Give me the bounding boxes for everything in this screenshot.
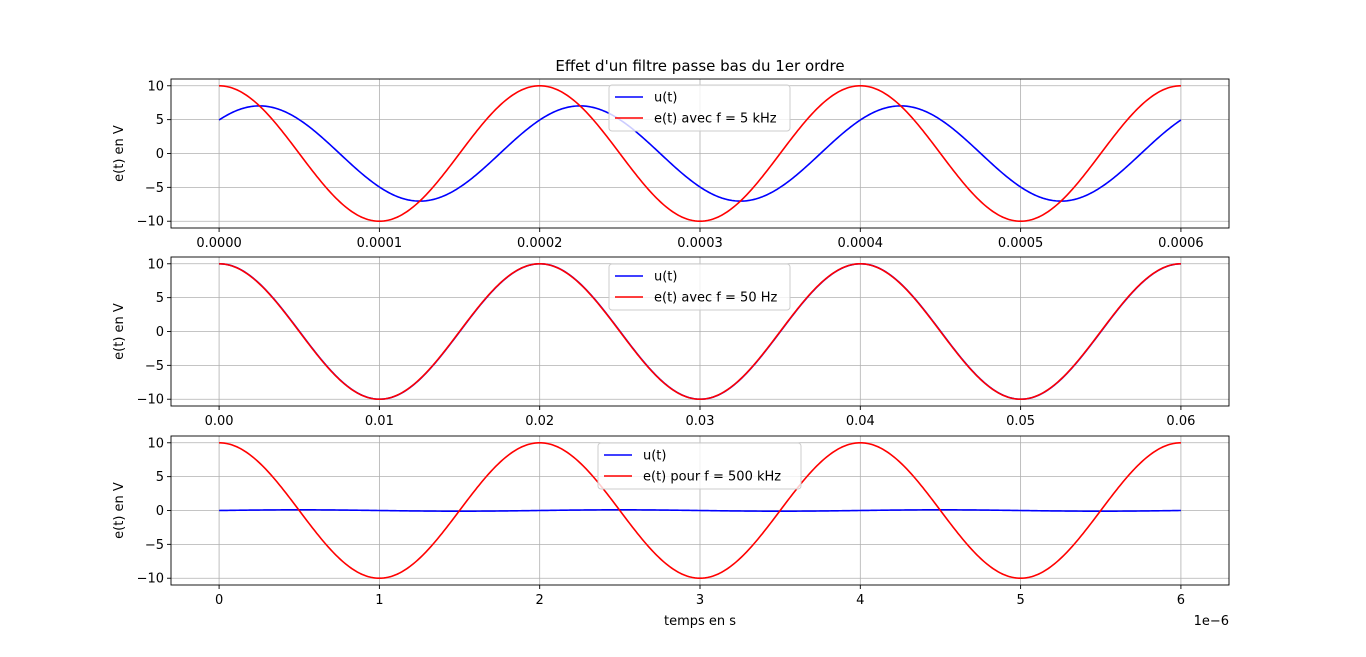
legend-entry: u(t) xyxy=(643,449,666,464)
y-tick-label: −5 xyxy=(145,181,164,196)
y-tick-label: 10 xyxy=(147,436,164,451)
y-tick-label: −5 xyxy=(145,538,164,553)
x-tick-label: 2 xyxy=(536,593,544,608)
x-ticks: 0.0000 0.0001 0.0002 0.0003 0.0004 0.0005 0.00… xyxy=(196,228,1204,251)
subplot-middle: 0.00 0.01 0.02 0.03 0.04 0.05 0.06 −10 −5 0 5 10 e(t… xyxy=(112,256,1230,429)
series-line-e xyxy=(219,84,1181,223)
x-tick-label: 0.01 xyxy=(365,414,394,429)
x-tick-label: 4 xyxy=(856,593,864,608)
series-lines xyxy=(219,441,1181,580)
x-ticks: 0 1 2 3 4 5 6 xyxy=(215,585,1185,608)
x-tick-label: 0.05 xyxy=(1006,414,1035,429)
legend-entry: e(t) avec f = 50 Hz xyxy=(654,291,777,306)
x-tick-label: 0.06 xyxy=(1166,414,1195,429)
x-tick-label: 0.00 xyxy=(205,414,234,429)
series-line-e xyxy=(219,262,1181,401)
legend-entry: u(t) xyxy=(654,270,677,285)
legend-entry: e(t) pour f = 500 kHz xyxy=(643,470,781,485)
y-tick-label: −10 xyxy=(137,215,164,230)
x-tick-label: 0.0004 xyxy=(838,236,884,251)
x-tick-label: 5 xyxy=(1016,593,1024,608)
subplot-bottom: 0 1 2 3 4 5 6 −10 −5 0 5 10 e(t) en V u(t) e(t) pour f… xyxy=(112,435,1230,608)
y-axis-label: e(t) en V xyxy=(112,125,127,182)
x-tick-label: 0.02 xyxy=(525,414,554,429)
y-tick-label: 0 xyxy=(156,147,164,162)
series-line-u xyxy=(218,105,1182,202)
y-tick-label: 5 xyxy=(156,470,164,485)
y-ticks: −10 −5 0 5 10 xyxy=(137,79,171,230)
legend: u(t) e(t) pour f = 500 kHz xyxy=(597,442,802,490)
y-axis-label: e(t) en V xyxy=(112,482,127,539)
legend-entry: e(t) avec f = 5 kHz xyxy=(654,112,777,127)
x-tick-label: 0.03 xyxy=(686,414,715,429)
y-tick-label: 0 xyxy=(156,504,164,519)
x-tick-label: 0.0000 xyxy=(196,236,242,251)
x-tick-label: 3 xyxy=(696,593,704,608)
x-tick-label: 0.0006 xyxy=(1158,236,1204,251)
x-tick-label: 0.0002 xyxy=(517,236,563,251)
x-ticks: 0.00 0.01 0.02 0.03 0.04 0.05 0.06 xyxy=(205,406,1195,429)
series-lines xyxy=(219,262,1181,401)
y-ticks: −10 −5 0 5 10 xyxy=(137,257,171,408)
legend-entry: u(t) xyxy=(654,91,677,106)
y-tick-label: 5 xyxy=(156,113,164,128)
x-tick-label: 0.0001 xyxy=(357,236,403,251)
y-ticks: −10 −5 0 5 10 xyxy=(137,436,171,587)
y-axis-label: e(t) en V xyxy=(112,303,127,360)
x-tick-label: 0.04 xyxy=(846,414,875,429)
subplot-top: 0.0000 0.0001 0.0002 0.0003 0.0004 0.0005 0.00… xyxy=(112,78,1230,251)
y-tick-label: 5 xyxy=(156,291,164,306)
x-axis-offset-label: 1e−6 xyxy=(1194,614,1229,629)
y-tick-label: 10 xyxy=(147,79,164,94)
x-tick-label: 0.0003 xyxy=(677,236,723,251)
series-line-u xyxy=(219,509,1181,512)
legend: u(t) e(t) avec f = 5 kHz xyxy=(608,84,791,132)
chart-title: Effet d'un filtre passe bas du 1er ordre xyxy=(555,57,844,75)
x-axis-label: temps en s xyxy=(664,614,736,629)
x-tick-label: 0 xyxy=(215,593,223,608)
series-line-e xyxy=(219,441,1181,580)
y-tick-label: −5 xyxy=(145,359,164,374)
x-tick-label: 6 xyxy=(1177,593,1185,608)
y-tick-label: 10 xyxy=(147,257,164,272)
legend-box xyxy=(608,263,791,311)
legend-box xyxy=(597,442,802,490)
y-tick-label: 0 xyxy=(156,325,164,340)
y-tick-label: −10 xyxy=(137,393,164,408)
y-tick-label: −10 xyxy=(137,572,164,587)
series-lines xyxy=(218,84,1182,223)
legend: u(t) e(t) avec f = 50 Hz xyxy=(608,263,791,311)
x-tick-label: 0.0005 xyxy=(998,236,1044,251)
x-tick-label: 1 xyxy=(375,593,383,608)
legend-box xyxy=(608,84,791,132)
